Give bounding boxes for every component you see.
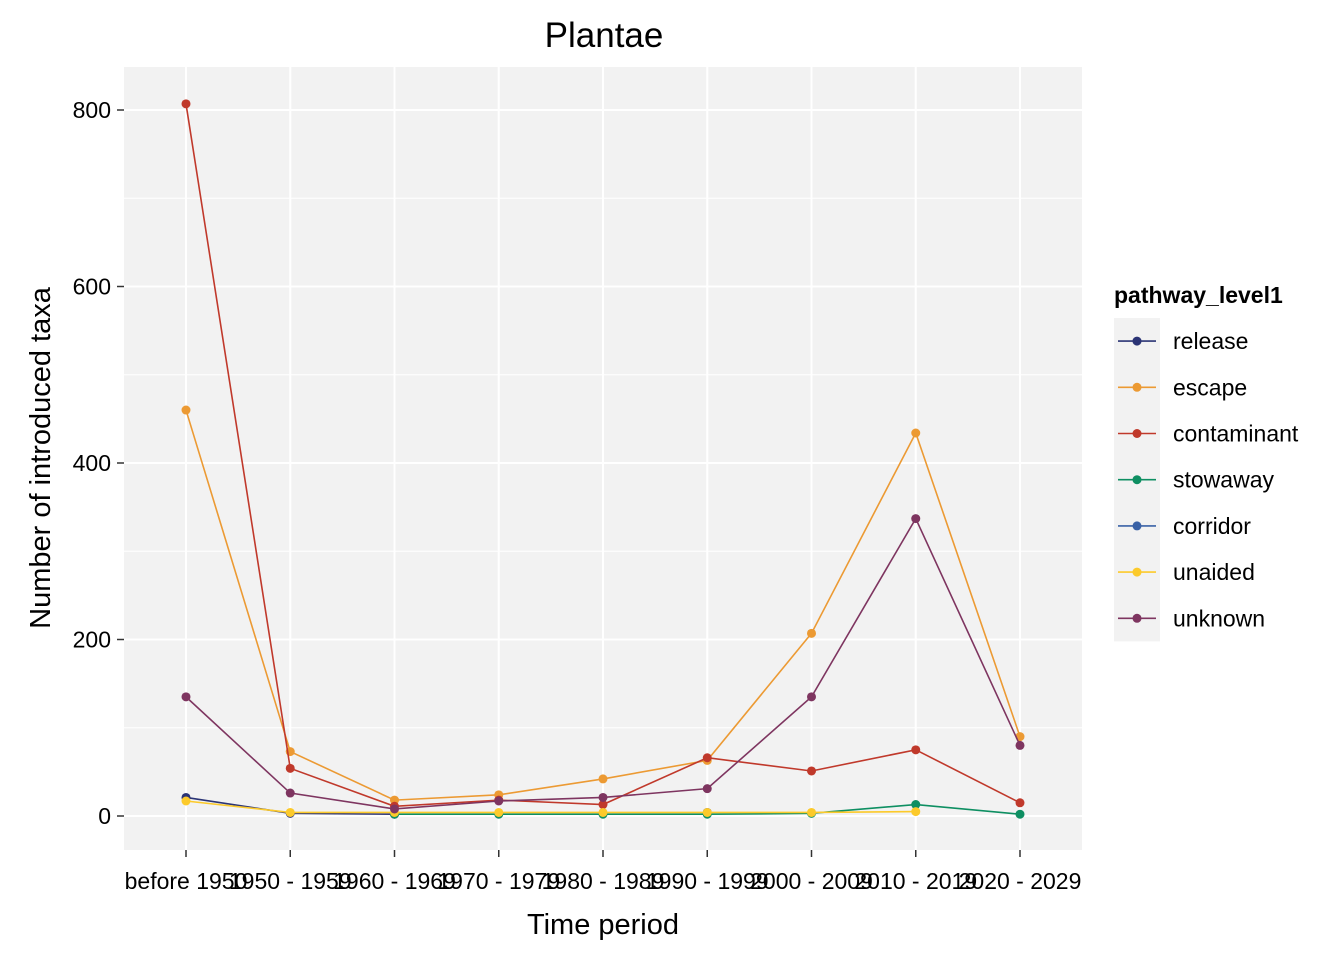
y-tick-label: 200 [73,627,111,653]
series-line [185,800,916,814]
data-point [1015,740,1025,750]
legend-item-escape: escape [1118,374,1247,400]
legend-item-release: release [1118,328,1248,354]
legend-label: escape [1173,374,1247,400]
legend-key-point [1132,613,1142,623]
data-point [181,405,191,415]
data-point [702,784,712,794]
x-tick-label: 2010 - 2019 [854,868,977,894]
data-point [1015,798,1025,808]
legend-label: contaminant [1173,421,1299,447]
data-point [390,804,399,814]
y-tick-label: 600 [73,274,111,300]
data-point [911,800,921,810]
legend-key-point [1132,382,1142,392]
data-point [807,766,816,776]
x-tick-label: 1990 - 1999 [646,868,769,894]
legend-key-point [1132,336,1142,346]
data-point [911,745,921,755]
series-layer [181,99,1025,819]
data-point [285,788,295,798]
data-point [181,796,191,806]
y-axis: 0 200 400 600 800 [73,97,124,829]
major-gridlines [124,67,1082,850]
data-point [911,514,921,524]
legend-label: stowaway [1173,467,1274,493]
data-point [181,99,191,109]
data-point [390,795,399,805]
data-point [598,800,608,810]
data-point [181,692,191,702]
data-point [494,796,504,806]
legend-title: pathway_level1 [1114,282,1283,308]
x-tick-label: 1970 - 1979 [437,868,560,894]
legend: pathway_level1 release escape contaminant s… [1114,282,1299,642]
x-tick-label: 1950 - 1959 [229,868,352,894]
legend-label: corridor [1173,513,1251,539]
legend-key-point [1132,429,1142,438]
legend-item-stowaway: stowaway [1118,467,1274,493]
data-point [285,763,295,773]
legend-label: unaided [1173,559,1255,585]
data-point [598,807,608,817]
x-tick-label: 1960 - 1969 [333,868,456,894]
legend-key-point [1132,475,1142,485]
data-point [702,753,712,763]
y-axis-title: Number of introduced taxa [25,286,57,629]
x-tick-label: 1980 - 1989 [542,868,665,894]
data-point [911,428,921,438]
data-point [911,807,921,817]
series-contaminant [181,99,1025,811]
data-point [494,807,504,817]
y-tick-label: 400 [73,450,111,476]
x-tick-label: before 1950 [125,868,248,894]
legend-item-unaided: unaided [1118,559,1255,585]
legend-item-contaminant: contaminant [1118,421,1299,447]
data-point [807,628,816,638]
data-point [807,692,816,702]
legend-key-point [1132,567,1142,577]
data-point [702,807,712,817]
legend-item-corridor: corridor [1118,513,1251,539]
series-unknown [181,514,1025,814]
x-axis-title: Time period [527,909,679,941]
chart-title: Plantae [545,16,664,55]
data-point [598,792,608,802]
x-tick-label: 2000 - 2009 [750,868,873,894]
data-point [1015,809,1025,819]
data-point [807,807,816,817]
y-tick-label: 800 [73,97,111,123]
legend-label: release [1173,328,1248,354]
legend-label: unknown [1173,605,1265,631]
legend-key-point [1132,521,1142,531]
data-point [598,774,608,784]
x-tick-label: 2020 - 2029 [959,868,1082,894]
y-tick-label: 0 [98,803,111,829]
data-point [285,807,295,817]
legend-item-unknown: unknown [1118,605,1265,631]
